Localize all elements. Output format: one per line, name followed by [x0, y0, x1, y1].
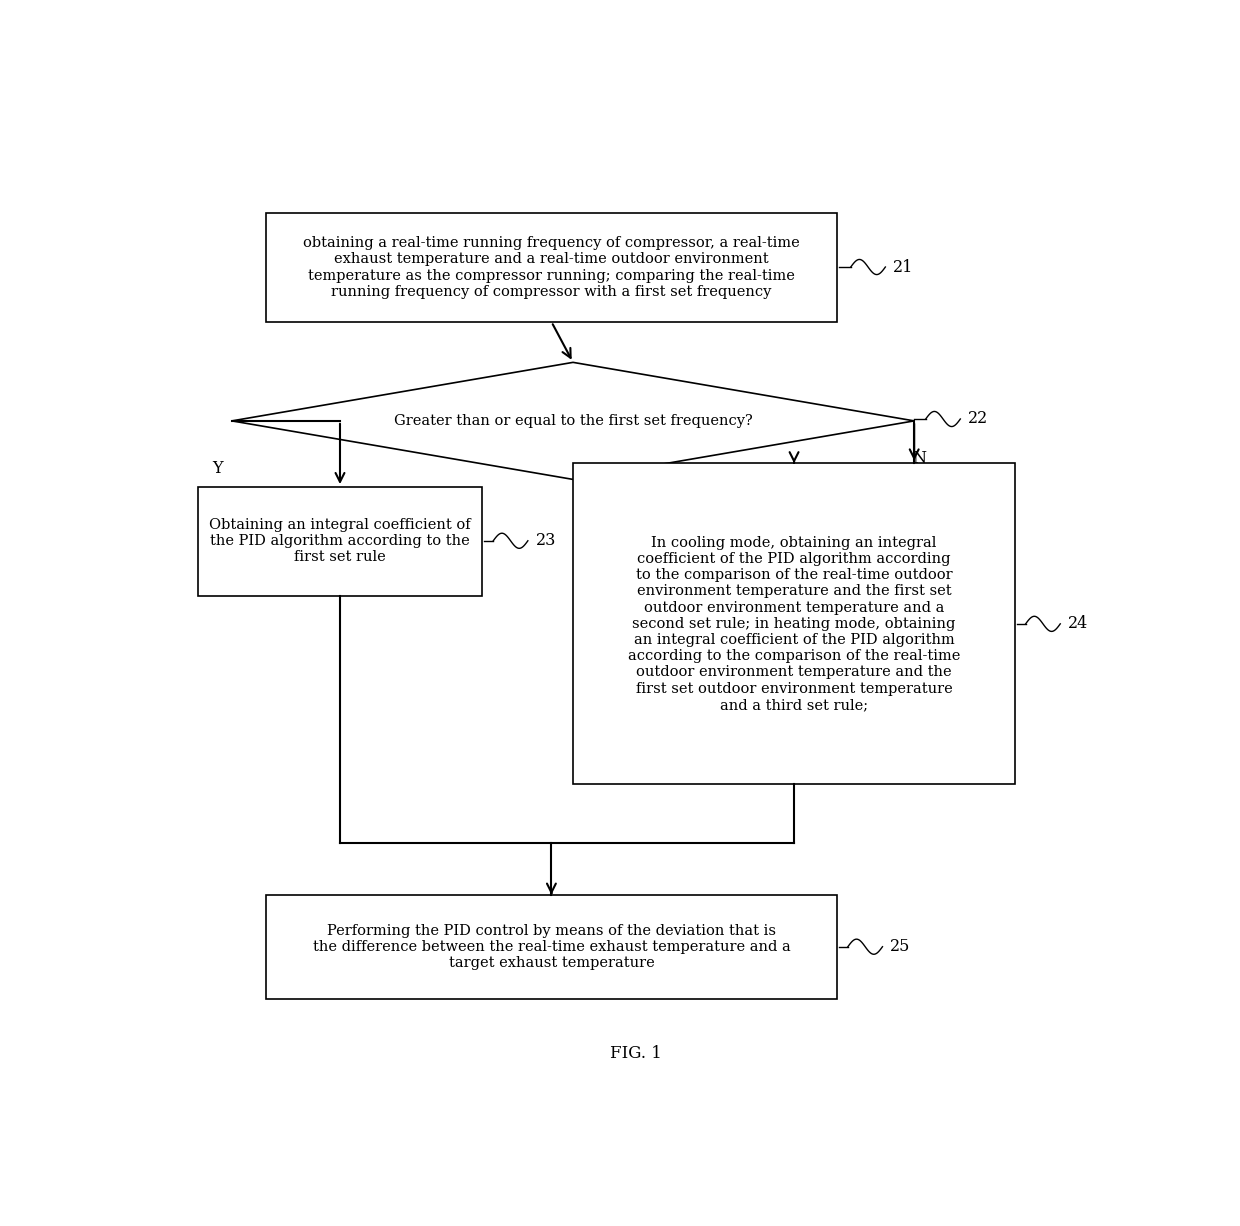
Bar	[265, 895, 837, 999]
Text: 21: 21	[893, 259, 914, 276]
Bar	[573, 463, 1016, 785]
Bar	[198, 487, 481, 596]
Text: In cooling mode, obtaining an integral
coefficient of the PID algorithm accordin: In cooling mode, obtaining an integral c…	[627, 536, 960, 712]
Text: Greater than or equal to the first set frequency?: Greater than or equal to the first set f…	[393, 414, 753, 428]
Text: 22: 22	[968, 411, 988, 428]
Text: 25: 25	[890, 938, 910, 955]
Text: 24: 24	[1068, 615, 1089, 633]
Text: Performing the PID control by means of the deviation that is
the difference betw: Performing the PID control by means of t…	[312, 923, 790, 970]
Polygon shape	[232, 363, 914, 479]
Bar	[265, 213, 837, 321]
Text: 23: 23	[536, 532, 556, 549]
Text: obtaining a real-time running frequency of compressor, a real-time
exhaust tempe: obtaining a real-time running frequency …	[303, 237, 800, 299]
Text: FIG. 1: FIG. 1	[610, 1045, 661, 1062]
Text: N: N	[911, 450, 926, 467]
Text: Y: Y	[212, 460, 223, 477]
Text: Obtaining an integral coefficient of
the PID algorithm according to the
first se: Obtaining an integral coefficient of the…	[210, 519, 471, 564]
